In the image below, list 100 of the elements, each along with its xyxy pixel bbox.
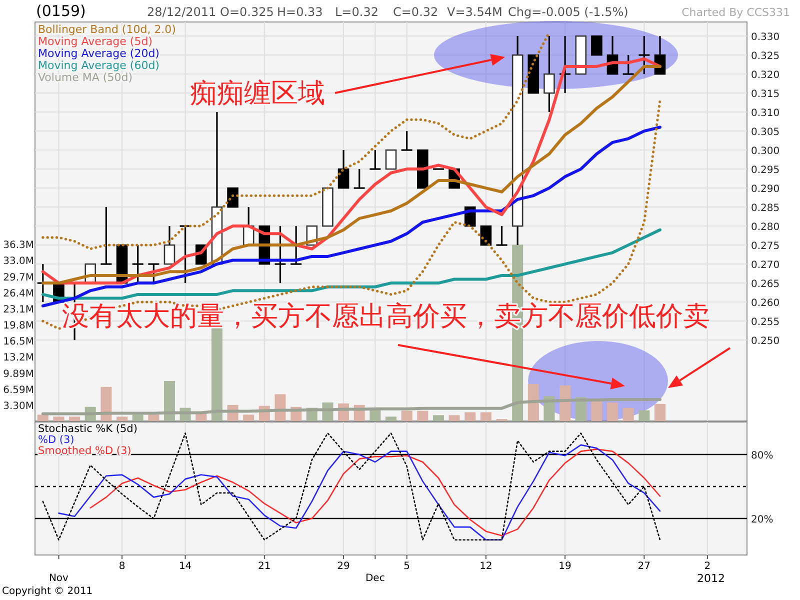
x-tick-label: 14 bbox=[178, 561, 192, 572]
y2-tick-label: 29.7M bbox=[3, 272, 34, 284]
bar bbox=[386, 416, 396, 421]
bar bbox=[622, 408, 634, 421]
bar bbox=[53, 416, 64, 421]
candlestick bbox=[385, 149, 397, 170]
y-tick-label: 0.275 bbox=[751, 241, 780, 252]
y-tick-label: 0.320 bbox=[751, 70, 780, 82]
y-tick-label: 0.330 bbox=[751, 32, 780, 44]
x-tick-label: 29 bbox=[337, 561, 350, 572]
y-tick-label: 0.285 bbox=[751, 203, 780, 214]
x-tick-label: 8 bbox=[118, 561, 126, 572]
line-series bbox=[41, 398, 662, 416]
text: Moving Average (5d) bbox=[38, 35, 152, 48]
bar bbox=[432, 415, 444, 421]
bar bbox=[638, 410, 650, 421]
y-tick-label: 0.295 bbox=[751, 165, 780, 176]
text: Moving Average (20d) bbox=[38, 47, 160, 60]
bar bbox=[116, 416, 128, 421]
y-tick-label: 0.265 bbox=[751, 279, 780, 290]
candlestick bbox=[147, 263, 160, 284]
y-tick-label: 0.305 bbox=[751, 127, 780, 138]
y-tick-label: 0.255 bbox=[751, 317, 780, 328]
chart-title: (0159) bbox=[36, 2, 86, 20]
candlestick bbox=[368, 149, 382, 170]
annotation: 痴痴缠区域 bbox=[190, 78, 325, 109]
text: Chg=-0.005 (-1.5%) bbox=[508, 5, 628, 19]
x-tick-label: 27 bbox=[638, 561, 651, 572]
candlestick bbox=[638, 35, 650, 75]
y2-tick-label: 16.5M bbox=[3, 336, 34, 348]
text: Charted By CCS331 bbox=[682, 6, 790, 19]
text: H=0.33 bbox=[277, 5, 323, 19]
x-tick-label: 19 bbox=[558, 561, 572, 572]
y-tick-label: 0.270 bbox=[751, 260, 780, 272]
y-tick-label: 0.325 bbox=[751, 51, 780, 62]
bar bbox=[480, 412, 492, 421]
y-tick-label: 0.310 bbox=[751, 108, 780, 120]
bar bbox=[148, 414, 160, 421]
y2-tick-label: 23.1M bbox=[3, 304, 34, 316]
text: Volume MA (50d) bbox=[38, 71, 132, 84]
x-tick-label: 5 bbox=[404, 561, 410, 572]
candlestick bbox=[100, 206, 112, 265]
y2-tick-label: 26.4M bbox=[3, 288, 34, 300]
text: Smoothed %D (3) bbox=[38, 445, 132, 457]
bar bbox=[401, 410, 412, 421]
y-tick-label: 0.280 bbox=[751, 222, 780, 234]
bar bbox=[100, 386, 112, 421]
y2-tick-label: 36.3M bbox=[3, 240, 34, 252]
bar bbox=[528, 384, 539, 421]
candlestick bbox=[353, 168, 366, 189]
bar bbox=[607, 402, 618, 421]
y-tick-label: 0.315 bbox=[751, 89, 780, 100]
text: C=0.32 bbox=[393, 5, 438, 19]
bar bbox=[132, 414, 144, 421]
y2-tick-label: 19.8M bbox=[3, 320, 34, 332]
candlestick bbox=[338, 149, 350, 189]
y-tick-label: 0.290 bbox=[751, 184, 780, 196]
bar bbox=[417, 410, 428, 421]
text: V=3.54M bbox=[447, 5, 502, 19]
y-tick-label: 20% bbox=[751, 514, 774, 526]
candlestick bbox=[164, 225, 176, 265]
candlestick bbox=[400, 130, 414, 151]
bar bbox=[243, 414, 254, 421]
candlestick bbox=[591, 35, 602, 56]
y2-tick-label: 3.30M bbox=[3, 400, 34, 412]
x-tick-label: Dec bbox=[366, 573, 385, 584]
candlestick bbox=[132, 244, 144, 284]
bar bbox=[448, 415, 460, 421]
bar bbox=[164, 381, 175, 421]
text: 2012 bbox=[697, 572, 725, 585]
candlestick bbox=[544, 35, 555, 113]
candlestick bbox=[290, 225, 302, 265]
y2-tick-label: 9.89M bbox=[3, 368, 34, 380]
x-tick-label: 2 bbox=[704, 561, 711, 572]
bar bbox=[69, 416, 80, 421]
text: Copyright © 2011 bbox=[2, 586, 93, 597]
x-tick-label: Nov bbox=[48, 573, 69, 584]
y2-tick-label: 13.2M bbox=[3, 352, 34, 364]
x-tick-label: 21 bbox=[258, 561, 271, 572]
y-tick-label: 0.260 bbox=[751, 298, 780, 310]
bar bbox=[37, 414, 48, 421]
candlestick bbox=[558, 35, 572, 94]
y2-tick-label: 33.0M bbox=[3, 256, 34, 268]
bar bbox=[654, 404, 666, 421]
candlestick bbox=[622, 54, 635, 75]
candlestick bbox=[495, 225, 508, 246]
text: L=0.32 bbox=[335, 5, 378, 19]
y-tick-label: 80% bbox=[751, 450, 774, 462]
bar bbox=[591, 402, 602, 421]
bar bbox=[464, 412, 476, 421]
text: 28/12/2011 bbox=[147, 5, 216, 19]
candlestick bbox=[274, 225, 287, 284]
y-tick-label: 0.300 bbox=[751, 146, 780, 158]
x-tick-label: 12 bbox=[480, 561, 492, 572]
bar bbox=[211, 326, 222, 421]
y-tick-label: 0.250 bbox=[751, 336, 780, 348]
text: %D (3) bbox=[38, 434, 74, 446]
y2-tick-label: 6.59M bbox=[3, 384, 34, 396]
text: Bollinger Band (10d, 2.0) bbox=[38, 23, 176, 36]
text: O=0.325 bbox=[220, 5, 274, 19]
